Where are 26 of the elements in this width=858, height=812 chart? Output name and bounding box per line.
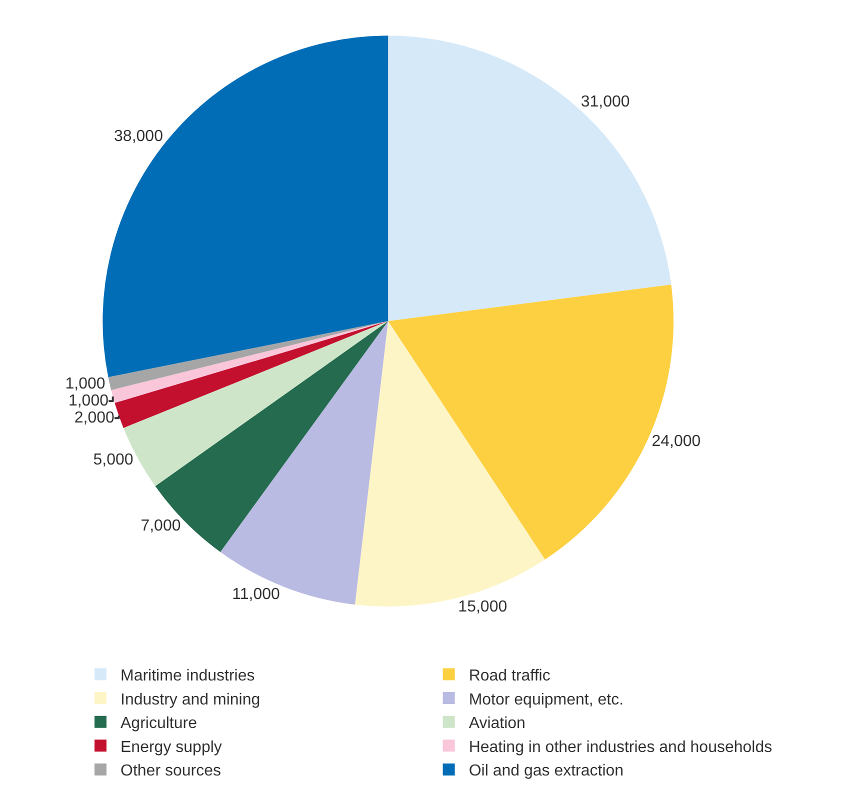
- legend-label: Agriculture: [120, 715, 198, 732]
- pie-slice: [220, 321, 388, 605]
- legend-label: Heating in other industries and households: [468, 738, 772, 756]
- legend-label: Energy supply: [120, 738, 222, 756]
- data-label: 1,000: [65, 376, 106, 393]
- data-label: 15,000: [458, 598, 508, 616]
- legend-label: Road traffic: [468, 668, 550, 684]
- pie-slice: [114, 321, 388, 428]
- data-label: 38,000: [114, 128, 164, 146]
- pie-slice: [388, 36, 672, 322]
- data-label: 1,000: [68, 392, 109, 410]
- legend-label: Other sources: [120, 762, 221, 780]
- legend-label: Oil and gas extraction: [468, 762, 624, 780]
- pie-slice: [108, 321, 388, 390]
- data-label: 7,000: [140, 517, 181, 534]
- data-label: 24,000: [652, 433, 701, 450]
- data-label: 2,000: [74, 410, 115, 427]
- legend-label: Aviation: [468, 715, 526, 732]
- pie-slice: [111, 321, 388, 403]
- data-label: 5,000: [93, 451, 134, 468]
- legend-label: Motor equipment, etc.: [468, 691, 624, 708]
- data-label: 31,000: [580, 93, 630, 110]
- data-label: 11,000: [232, 586, 280, 603]
- legend-label: Maritime industries: [120, 668, 255, 684]
- legend-label: Industry and mining: [120, 691, 260, 708]
- pie-slice: [103, 36, 388, 378]
